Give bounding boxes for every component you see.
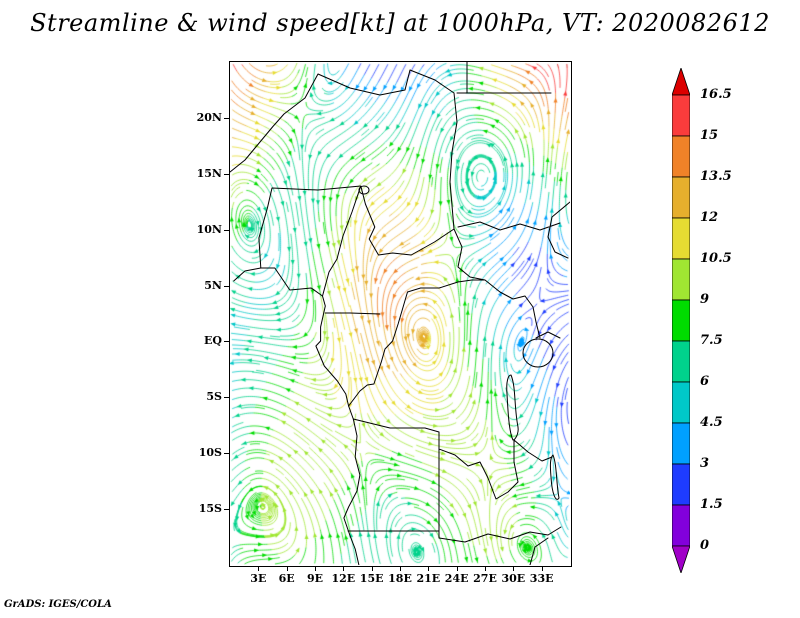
grads-streamline-chart: Streamline & wind speed[kt] at 1000hPa, …: [0, 0, 800, 618]
colorbar-tick-label: 7.5: [700, 333, 723, 348]
colorbar-arrow-up: [672, 68, 690, 95]
lat-tickmark: [224, 230, 230, 231]
lat-tick-label: 10S: [186, 446, 222, 459]
lon-tickmark: [372, 566, 373, 571]
lon-tick-label: 24E: [441, 572, 473, 585]
lat-tickmark: [224, 174, 230, 175]
lat-tickmark: [224, 453, 230, 454]
colorbar-segment: [672, 259, 690, 300]
colorbar-tick-label: 12: [700, 210, 718, 225]
lake-tanganyika-outline: [507, 375, 518, 440]
lon-tickmark: [457, 566, 458, 571]
lon-tickmark: [513, 566, 514, 571]
colorbar-tick-label: 10.5: [700, 251, 732, 266]
country-borders-path: [230, 62, 570, 565]
colorbar-segment: [672, 95, 690, 136]
lon-tickmark: [287, 566, 288, 571]
colorbar-segment: [672, 136, 690, 177]
colorbar-tick-label: 3: [700, 456, 709, 471]
lat-tick-label: 20N: [186, 111, 222, 124]
lake-chad-outline: [359, 186, 369, 194]
grads-credit: GrADS: IGES/COLA: [4, 599, 112, 610]
colorbar-tick-label: 15: [700, 128, 718, 143]
lat-tick-label: 5S: [186, 390, 222, 403]
colorbar-segment: [672, 423, 690, 464]
lat-tickmark: [224, 509, 230, 510]
lat-tickmark: [224, 397, 230, 398]
colorbar: 16.5 15 13.5 12 10.5 9 7.5 6 4.5 3 1.5 0: [672, 68, 792, 574]
lat-tick-label: 5N: [186, 279, 222, 292]
lat-tickmark: [224, 118, 230, 119]
colorbar-arrow-down: [672, 546, 690, 573]
lat-tick-label: 15S: [186, 502, 222, 515]
lat-tickmark: [224, 341, 230, 342]
lon-tick-label: 27E: [469, 572, 501, 585]
colorbar-tick-label: 6: [700, 374, 709, 389]
lon-tick-label: 21E: [412, 572, 444, 585]
lake-victoria-outline: [523, 339, 553, 367]
lon-tickmark: [315, 566, 316, 571]
lat-tick-label: EQ: [186, 334, 222, 347]
lon-tickmark: [485, 566, 486, 571]
colorbar-segment: [672, 218, 690, 259]
lon-tick-label: 30E: [497, 572, 529, 585]
colorbar-segment: [672, 505, 690, 546]
lon-tickmark: [428, 566, 429, 571]
lon-tick-label: 33E: [526, 572, 558, 585]
lon-tick-label: 15E: [356, 572, 388, 585]
colorbar-segment: [672, 464, 690, 505]
map-borders: [230, 62, 570, 565]
chart-title: Streamline & wind speed[kt] at 1000hPa, …: [0, 9, 800, 37]
lon-tickmark: [400, 566, 401, 571]
colorbar-tick-label: 0: [700, 538, 709, 553]
colorbar-tick-label: 13.5: [700, 169, 732, 184]
lon-tickmark: [258, 566, 259, 571]
colorbar-segment: [672, 177, 690, 218]
colorbar-segment: [672, 382, 690, 423]
colorbar-tick-label: 1.5: [700, 497, 723, 512]
lon-tick-label: 18E: [384, 572, 416, 585]
lat-tick-label: 15N: [186, 167, 222, 180]
lat-tickmark: [224, 286, 230, 287]
lon-tickmark: [343, 566, 344, 571]
lat-tick-label: 10N: [186, 223, 222, 236]
lon-tick-label: 12E: [327, 572, 359, 585]
lon-tick-label: 9E: [299, 572, 331, 585]
lon-tick-label: 6E: [271, 572, 303, 585]
colorbar-segment: [672, 300, 690, 341]
plot-area: [230, 62, 570, 565]
colorbar-tick-label: 4.5: [700, 415, 723, 430]
colorbar-bar: [672, 68, 690, 573]
colorbar-tick-label: 16.5: [700, 87, 732, 102]
lake-malawi-outline: [550, 455, 559, 499]
lon-tick-label: 3E: [242, 572, 274, 585]
colorbar-tick-label: 9: [700, 292, 709, 307]
colorbar-segment: [672, 341, 690, 382]
lon-tickmark: [542, 566, 543, 571]
